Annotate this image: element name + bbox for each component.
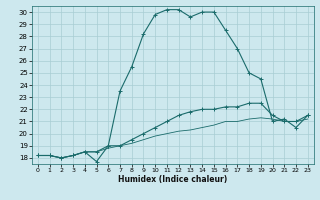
X-axis label: Humidex (Indice chaleur): Humidex (Indice chaleur) — [118, 175, 228, 184]
